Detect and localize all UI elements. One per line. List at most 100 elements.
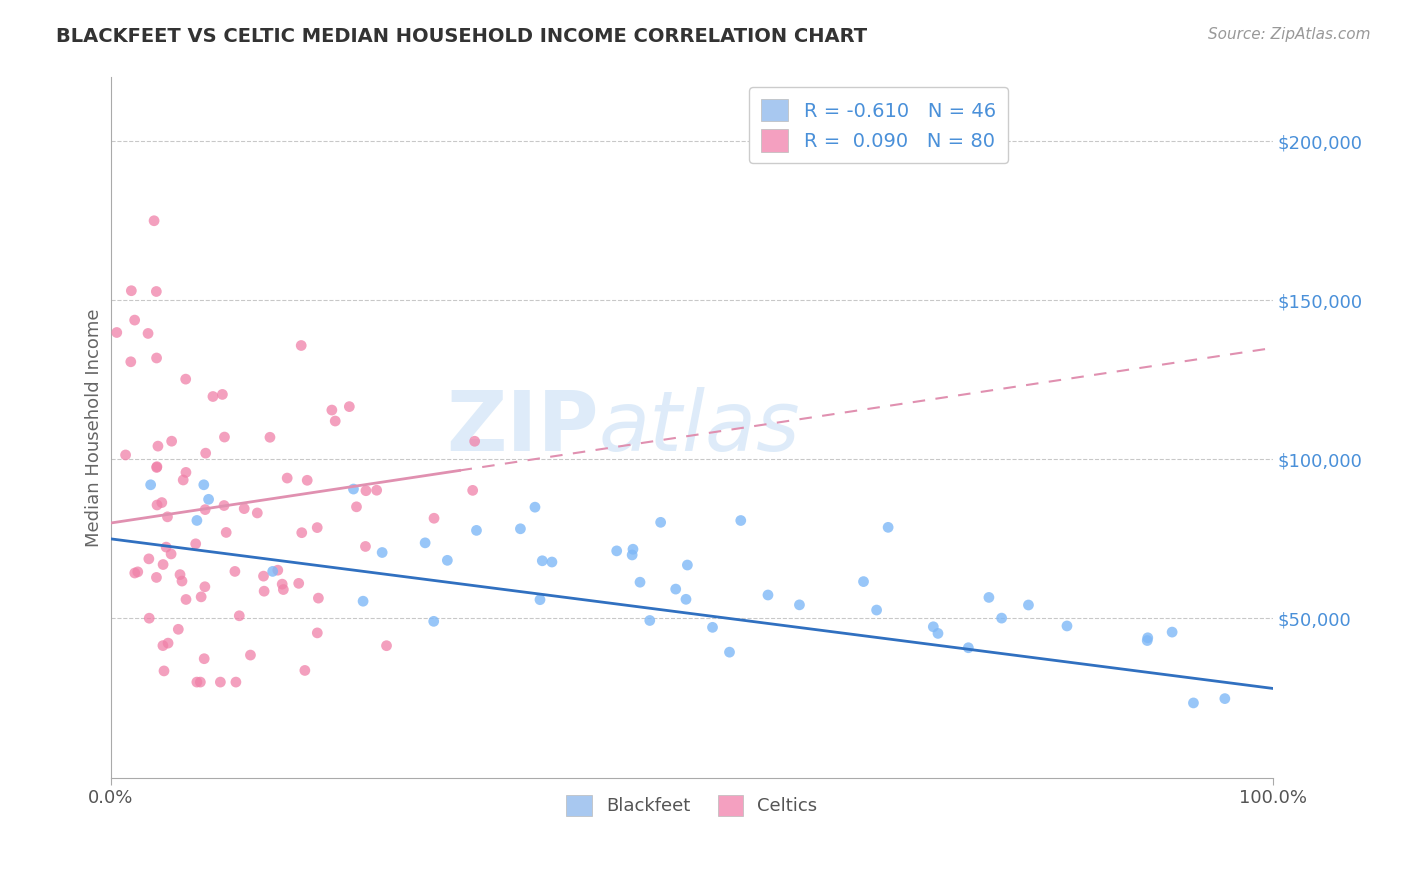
Point [1213, 691, 1236, 706]
Point [665, 582, 688, 596]
Point [730, 514, 752, 528]
Text: BLACKFEET VS CELTIC MEDIAN HOUSEHOLD INCOME CORRELATION CHART: BLACKFEET VS CELTIC MEDIAN HOUSEHOLD INC… [56, 27, 868, 45]
Legend: Blackfeet, Celtics: Blackfeet, Celtics [557, 786, 827, 824]
Point [922, 620, 945, 634]
Point [273, 582, 295, 597]
Point [143, 213, 166, 227]
Point [153, 664, 176, 678]
Point [461, 483, 484, 498]
Point [413, 536, 436, 550]
Point [186, 675, 208, 690]
Point [225, 675, 247, 690]
Point [120, 355, 142, 369]
Point [124, 313, 146, 327]
Point [209, 675, 232, 690]
Point [146, 498, 169, 512]
Point [865, 603, 887, 617]
Point [337, 400, 360, 414]
Point [228, 608, 250, 623]
Point [1136, 631, 1159, 645]
Point [105, 326, 128, 340]
Point [194, 580, 217, 594]
Point [193, 477, 215, 491]
Point [157, 636, 180, 650]
Point [253, 584, 276, 599]
Text: Source: ZipAtlas.com: Source: ZipAtlas.com [1208, 27, 1371, 42]
Point [606, 544, 628, 558]
Point [371, 545, 394, 559]
Point [294, 664, 316, 678]
Point [323, 414, 346, 428]
Point [436, 553, 458, 567]
Point [262, 565, 284, 579]
Point [541, 555, 564, 569]
Point [675, 592, 697, 607]
Point [877, 520, 900, 534]
Point [184, 537, 207, 551]
Point [139, 477, 162, 491]
Point [136, 326, 159, 341]
Point [1182, 696, 1205, 710]
Point [172, 473, 194, 487]
Point [145, 570, 167, 584]
Point [146, 439, 169, 453]
Point [152, 558, 174, 572]
Point [267, 563, 290, 577]
Point [464, 434, 486, 449]
Point [789, 598, 811, 612]
Point [321, 403, 343, 417]
Point [169, 567, 191, 582]
Point [160, 434, 183, 449]
Text: atlas: atlas [599, 387, 800, 468]
Point [422, 615, 444, 629]
Point [150, 495, 173, 509]
Point [523, 500, 546, 515]
Point [201, 390, 224, 404]
Point [194, 446, 217, 460]
Y-axis label: Median Household Income: Median Household Income [86, 309, 103, 547]
Point [297, 473, 319, 487]
Point [465, 524, 488, 538]
Point [352, 594, 374, 608]
Point [170, 574, 193, 588]
Point [1056, 619, 1078, 633]
Point [1017, 598, 1039, 612]
Point [259, 430, 281, 444]
Point [152, 639, 174, 653]
Point [756, 588, 779, 602]
Point [628, 575, 651, 590]
Point [423, 511, 446, 525]
Point [509, 522, 531, 536]
Point [190, 675, 212, 690]
Point [354, 483, 377, 498]
Point [167, 622, 190, 636]
Point [290, 338, 312, 352]
Point [650, 516, 672, 530]
Point [197, 492, 219, 507]
Point [186, 513, 208, 527]
Point [1136, 633, 1159, 648]
Point [145, 351, 167, 365]
Point [215, 525, 238, 540]
Point [146, 459, 169, 474]
Point [621, 548, 644, 562]
Point [852, 574, 875, 589]
Point [957, 640, 980, 655]
Text: ZIP: ZIP [447, 387, 599, 468]
Point [291, 525, 314, 540]
Point [1161, 625, 1184, 640]
Point [114, 448, 136, 462]
Point [990, 611, 1012, 625]
Point [927, 626, 949, 640]
Point [174, 592, 197, 607]
Point [190, 590, 212, 604]
Point [252, 569, 274, 583]
Point [127, 565, 149, 579]
Point [531, 554, 554, 568]
Point [193, 651, 215, 665]
Point [342, 482, 364, 496]
Point [233, 501, 256, 516]
Point [346, 500, 368, 514]
Point [621, 542, 644, 557]
Point [156, 509, 179, 524]
